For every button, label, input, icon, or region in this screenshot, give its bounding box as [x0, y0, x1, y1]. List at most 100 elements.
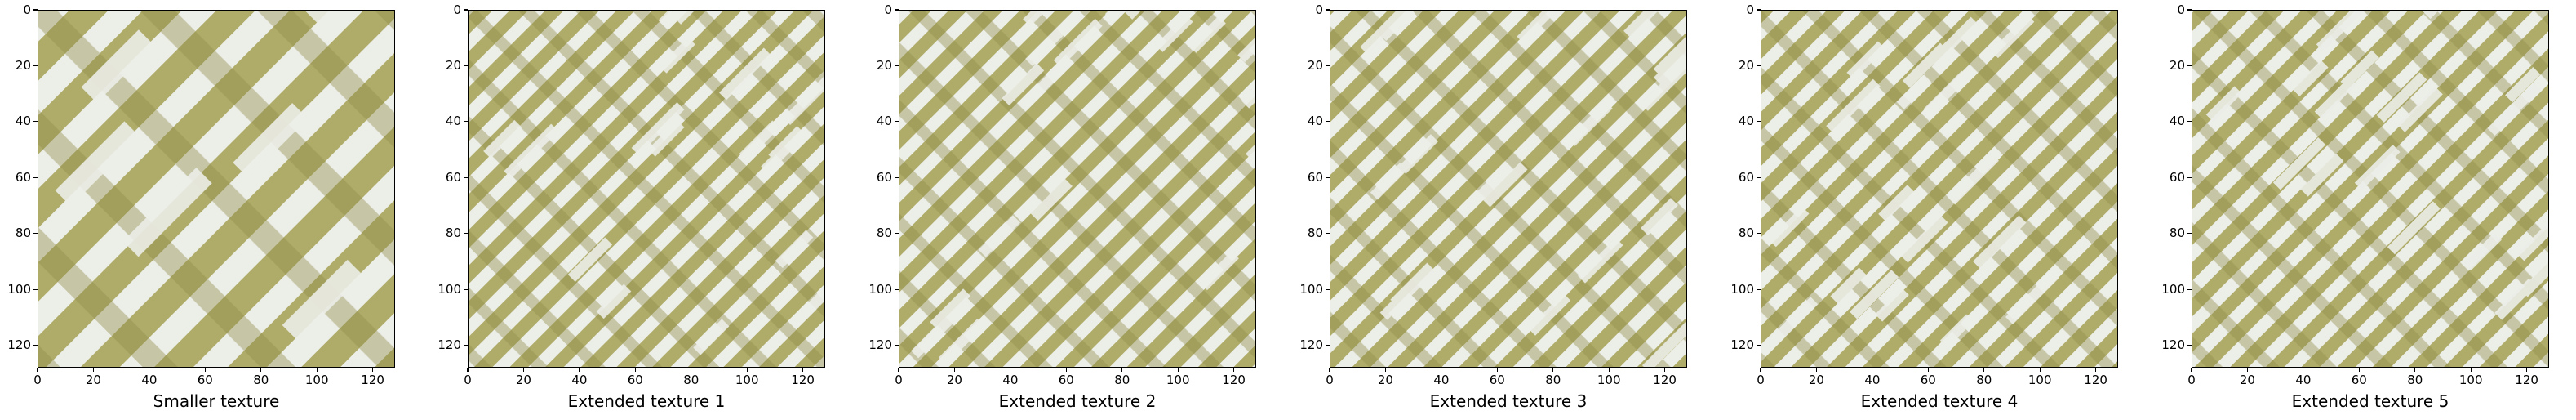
x-tick-label: 120: [1222, 373, 1246, 387]
y-tick-label: 40: [445, 114, 461, 129]
texture-panel-5: 0 20 40 60 80 100 120 0 20 40 60 80 100 120 Extended t…: [2154, 0, 2576, 420]
x-tick-label: 80: [2407, 373, 2423, 387]
x-tick-label: 60: [1920, 373, 1936, 387]
x-tick-mark: [953, 368, 956, 372]
y-tick-label: 40: [2169, 114, 2185, 129]
x-tick-mark: [1760, 368, 1761, 372]
x-tick-mark: [1927, 368, 1929, 372]
y-tick-label: 120: [868, 337, 892, 353]
x-tick-label: 60: [2351, 373, 2367, 387]
x-tick-mark: [1233, 368, 1235, 372]
y-tick-label: 0: [1746, 2, 1754, 17]
x-tick-mark: [522, 368, 525, 372]
y-tick-mark: [33, 176, 38, 178]
x-tick-label: 60: [197, 373, 213, 387]
y-tick-mark: [33, 345, 38, 346]
x-tick-label: 80: [683, 373, 700, 387]
y-tick-label: 80: [2169, 226, 2185, 241]
x-tick-label: 120: [2515, 373, 2538, 387]
y-tick-label: 100: [2161, 281, 2185, 297]
y-tick-label: 60: [1738, 169, 1754, 185]
y-tick-mark: [464, 288, 468, 290]
y-tick-label: 60: [1307, 169, 1323, 185]
x-tick-mark: [372, 368, 374, 372]
y-tick-label: 40: [876, 114, 892, 129]
y-tick-label: 20: [1738, 57, 1754, 73]
x-tick-label: 0: [1757, 373, 1765, 387]
y-tick-label: 20: [2169, 57, 2185, 73]
y-tick-label: 80: [15, 226, 31, 241]
x-tick-mark: [2246, 368, 2249, 372]
x-tick-label: 60: [1058, 373, 1074, 387]
x-tick-label: 120: [2084, 373, 2107, 387]
y-tick-label: 100: [1299, 281, 1323, 297]
y-tick-label: 60: [445, 169, 461, 185]
y-tick-label: 20: [15, 57, 31, 73]
x-tick-mark: [467, 368, 469, 372]
x-tick-label: 0: [2187, 373, 2196, 387]
y-tick-mark: [895, 65, 899, 67]
x-tick-mark: [2470, 368, 2472, 372]
x-tick-label: 20: [1377, 373, 1393, 387]
x-tick-label: 100: [1597, 373, 1621, 387]
x-tick-label: 80: [1545, 373, 1561, 387]
y-tick-mark: [33, 288, 38, 290]
texture-panel-3: 0 20 40 60 80 100 120 0 20 40 60 80 100 120 Extended t…: [1292, 0, 1717, 420]
y-tick-label: 80: [445, 226, 461, 241]
y-tick-label: 40: [1307, 114, 1323, 129]
y-tick-label: 100: [868, 281, 892, 297]
y-tick-mark: [1326, 233, 1330, 235]
x-tick-mark: [1177, 368, 1179, 372]
x-tick-mark: [37, 368, 38, 372]
y-tick-label: 0: [453, 2, 461, 17]
texture-image: [1330, 10, 1687, 368]
y-tick-mark: [2187, 176, 2192, 178]
y-tick-label: 60: [15, 169, 31, 185]
y-tick-label: 120: [2161, 337, 2185, 353]
panel-caption: Extended texture 1: [567, 391, 726, 411]
y-tick-label: 120: [7, 337, 31, 353]
x-tick-label: 0: [895, 373, 903, 387]
x-tick-mark: [1664, 368, 1666, 372]
y-tick-mark: [1757, 9, 1761, 11]
y-tick-label: 40: [1738, 114, 1754, 129]
y-tick-label: 20: [1307, 57, 1323, 73]
x-tick-mark: [579, 368, 580, 372]
x-tick-mark: [1384, 368, 1387, 372]
x-tick-mark: [1329, 368, 1330, 372]
x-tick-mark: [2039, 368, 2041, 372]
y-tick-label: 0: [1315, 2, 1323, 17]
panel-caption: Extended texture 4: [1860, 391, 2019, 411]
y-tick-mark: [33, 9, 38, 11]
x-tick-mark: [2358, 368, 2360, 372]
y-tick-mark: [1757, 233, 1761, 235]
y-tick-label: 100: [1730, 281, 1754, 297]
y-tick-mark: [464, 345, 468, 346]
x-tick-label: 120: [791, 373, 815, 387]
y-tick-mark: [2187, 9, 2192, 11]
panel-caption: Extended texture 3: [1429, 391, 1588, 411]
y-tick-mark: [895, 176, 899, 178]
x-tick-mark: [1815, 368, 1818, 372]
x-tick-label: 40: [141, 373, 158, 387]
y-tick-mark: [464, 233, 468, 235]
x-tick-mark: [898, 368, 899, 372]
x-tick-label: 40: [1433, 373, 1450, 387]
x-tick-label: 0: [464, 373, 472, 387]
x-tick-label: 100: [304, 373, 329, 387]
x-tick-label: 40: [1002, 373, 1019, 387]
x-tick-mark: [1552, 368, 1554, 372]
x-tick-label: 80: [1114, 373, 1130, 387]
texture-panel-4: 0 20 40 60 80 100 120 0 20 40 60 80 100 120 Extended t…: [1723, 0, 2147, 420]
y-tick-mark: [2187, 233, 2192, 235]
x-tick-mark: [1983, 368, 1985, 372]
x-tick-label: 20: [85, 373, 101, 387]
x-tick-mark: [92, 368, 95, 372]
y-tick-label: 80: [1738, 226, 1754, 241]
y-tick-mark: [1326, 345, 1330, 346]
y-tick-label: 0: [2177, 2, 2185, 17]
y-tick-label: 100: [7, 281, 31, 297]
x-tick-label: 20: [2239, 373, 2255, 387]
x-tick-label: 60: [1489, 373, 1505, 387]
y-tick-label: 80: [876, 226, 892, 241]
